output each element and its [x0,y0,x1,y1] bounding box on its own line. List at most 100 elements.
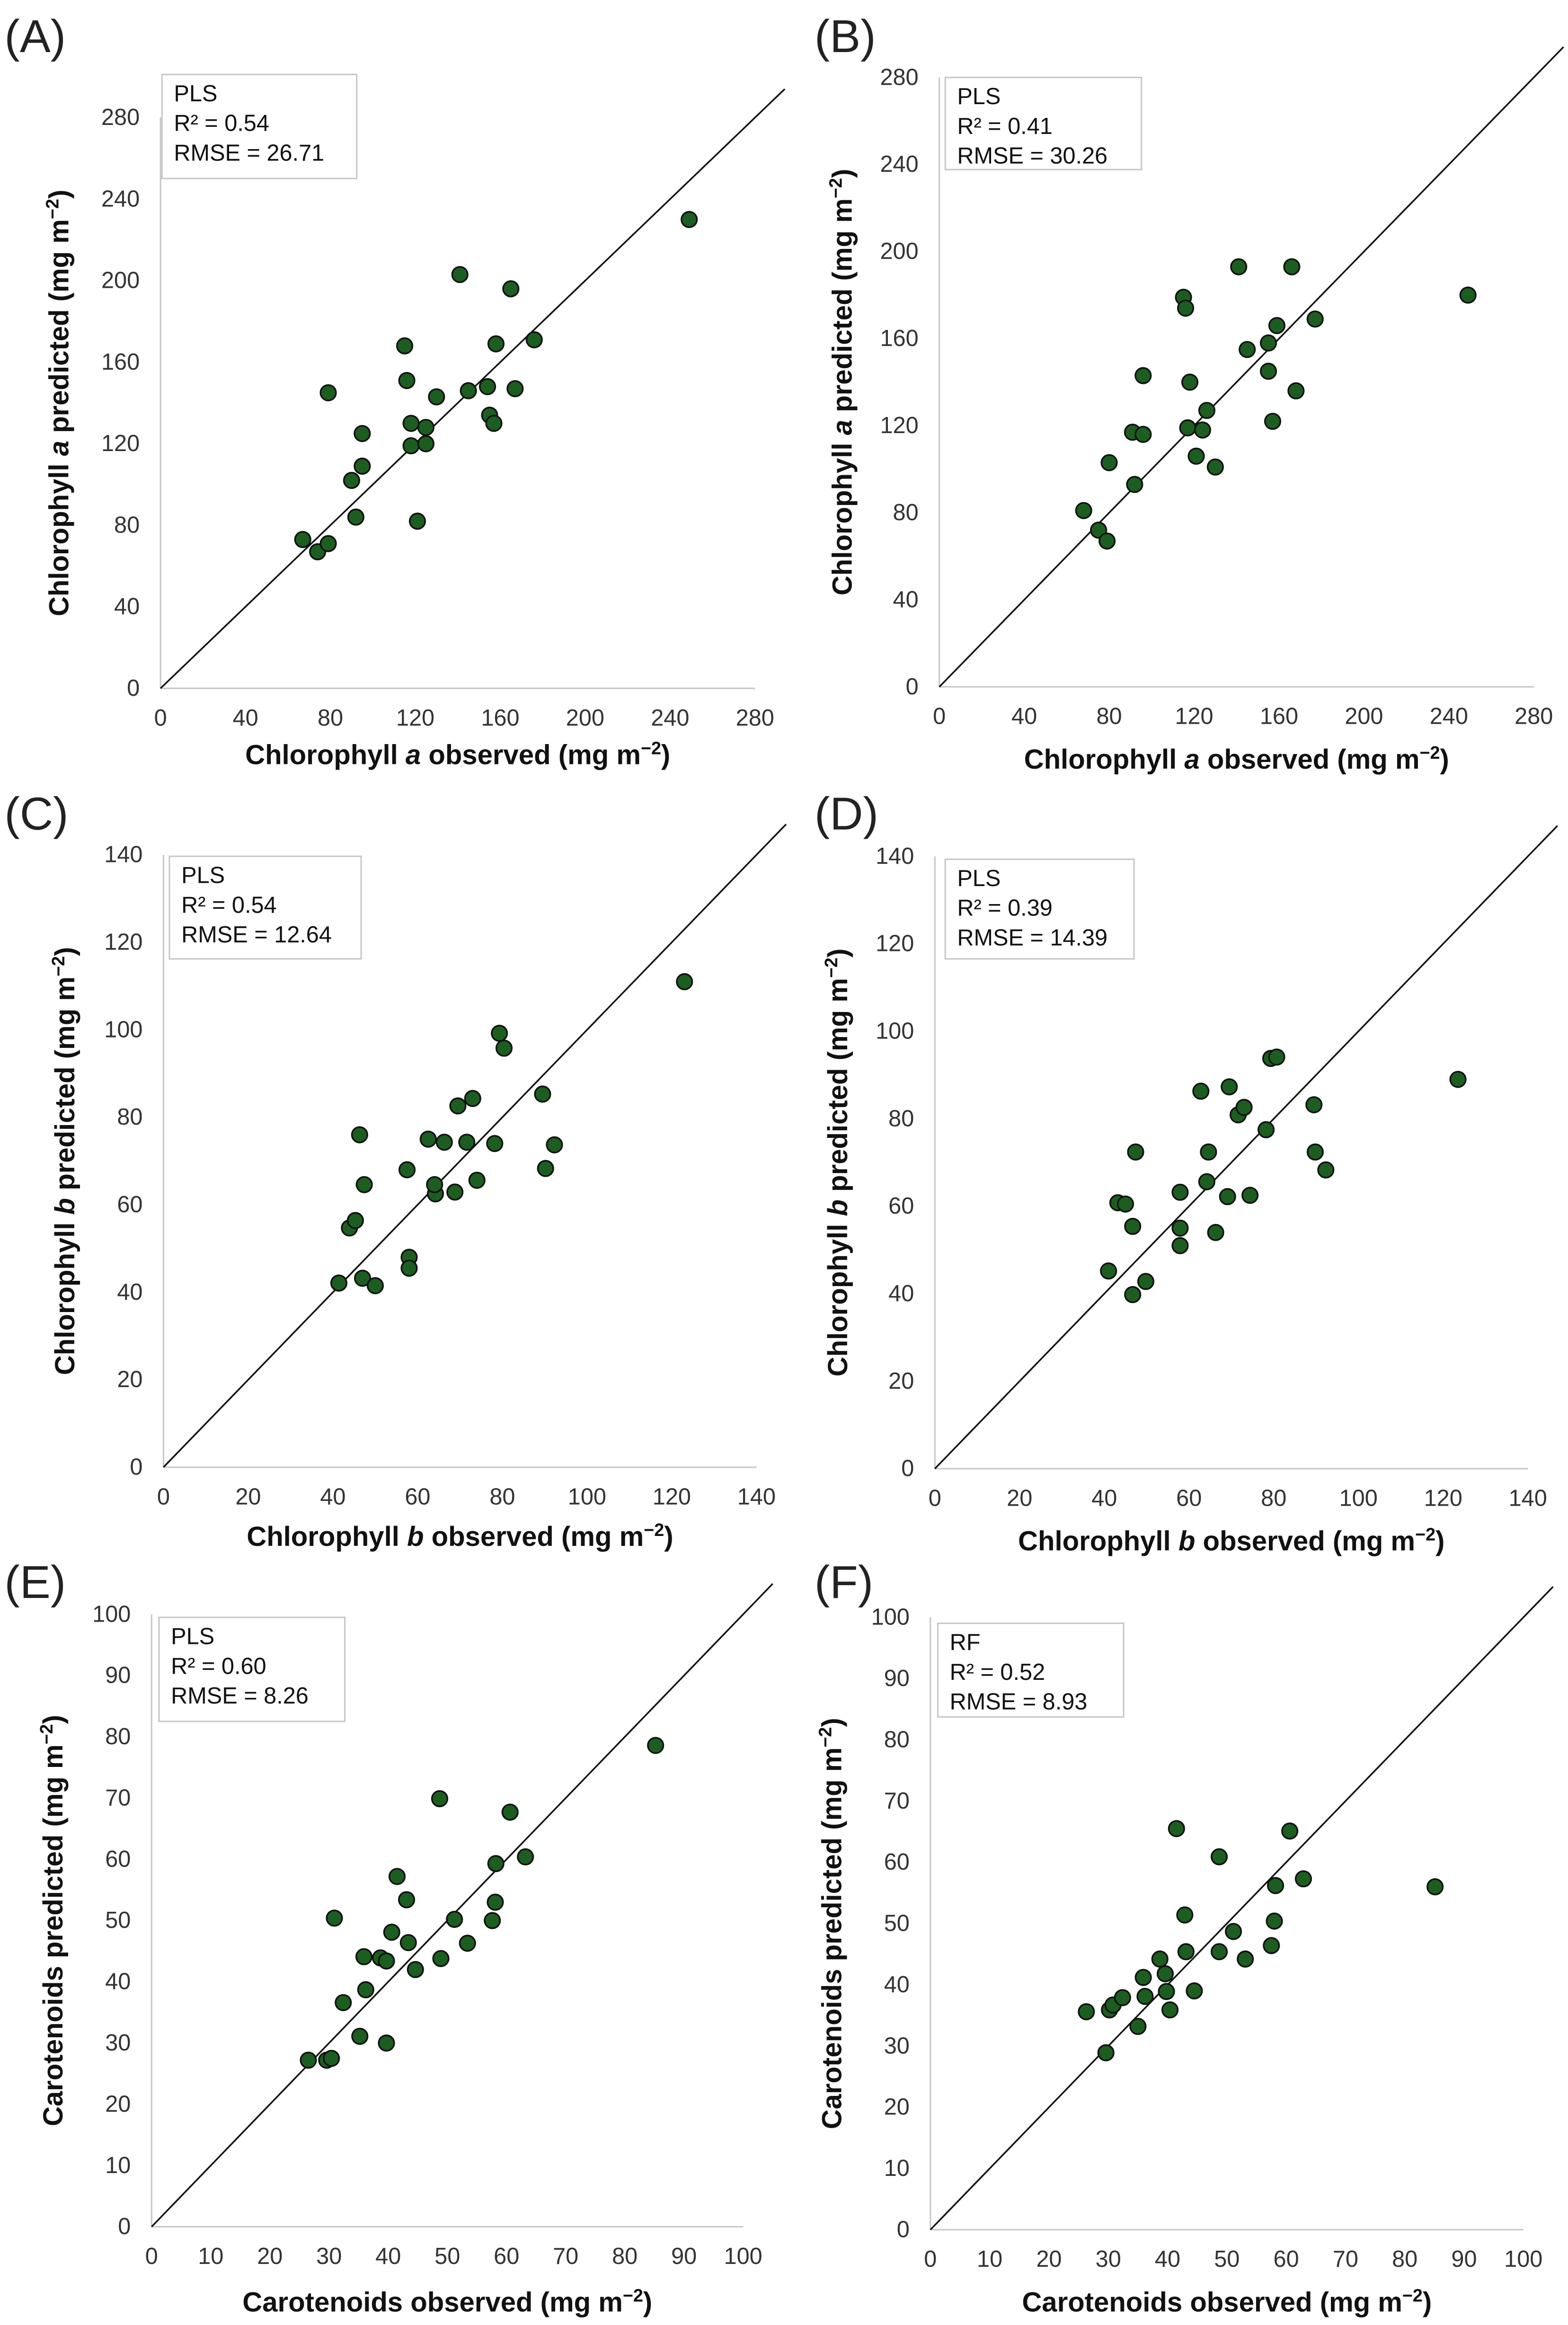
data-point [1308,1144,1323,1160]
data-point [352,1127,367,1143]
scatter-panel-b: (B)0408012016020024028004080120160200240… [815,10,1564,775]
label-superscript: −2 [825,178,845,198]
data-point [1159,1984,1174,1999]
data-point [496,1040,512,1056]
data-point [324,2050,339,2066]
label-italic: b [50,1198,80,1215]
y-tick-label: 20 [105,2091,131,2117]
x-tick-label: 40 [1011,704,1037,729]
data-point [401,1260,417,1276]
data-point [1118,1196,1134,1212]
data-point [486,416,502,431]
data-point [1128,1144,1143,1160]
x-tick-label: 0 [924,2246,937,2272]
stats-model: PLS [174,81,217,106]
data-point [295,532,310,548]
label-text: ) [664,1521,673,1552]
x-tick-label: 100 [1504,2246,1542,2272]
x-tick-label: 0 [933,704,946,729]
data-point [320,385,336,400]
stats-r2: R² = 0.54 [181,892,277,918]
data-point [420,1131,436,1147]
x-tick-label: 0 [157,1484,170,1509]
label-text: Carotenoids predicted (mg m [38,1744,69,2126]
data-point [1172,1185,1188,1200]
data-point [487,1136,503,1152]
data-point [1137,1988,1153,2004]
y-tick-label: 10 [884,2156,910,2181]
x-tick-label: 140 [1509,1485,1547,1511]
data-point [1098,2045,1114,2060]
x-tick-label: 200 [1345,704,1383,729]
x-tick-label: 0 [154,705,167,731]
x-axis-title: Chlorophyll a observed (mg m−2) [245,738,670,770]
label-text: ) [1423,2287,1432,2317]
data-point [1099,533,1115,549]
y-tick-label: 200 [101,268,140,293]
data-point [1135,368,1151,383]
x-tick-label: 80 [1261,1485,1286,1511]
label-italic: a [44,441,74,456]
y-tick-label: 80 [888,1106,914,1131]
x-axis-title: Chlorophyll a observed (mg m−2) [1024,743,1449,775]
stats-model: PLS [171,1624,214,1649]
data-point [1460,287,1476,303]
data-point [352,2029,368,2044]
label-italic: b [407,1521,424,1552]
x-tick-label: 120 [396,705,434,731]
data-point [390,1869,405,1884]
data-point [1178,301,1194,316]
data-point [1127,477,1143,492]
label-superscript: −2 [36,1724,56,1744]
y-tick-label: 60 [884,1849,910,1875]
data-point [418,436,434,452]
x-tick-label: 40 [320,1484,345,1509]
label-text: Carotenoids observed (mg m [1022,2287,1402,2317]
label-text: ) [44,190,74,199]
data-point [459,1135,475,1150]
data-point [452,267,468,283]
data-point [1193,1083,1209,1099]
label-text: ) [816,1718,847,1727]
x-tick-label: 240 [1430,704,1468,729]
x-tick-label: 30 [1096,2246,1121,2272]
stats-rmse: RMSE = 12.64 [181,922,332,948]
data-point [320,536,336,551]
scatter-panel-e: (E)0102030405060708090100010203040506070… [4,1556,772,2317]
data-point [1284,259,1300,275]
x-axis-title: Carotenoids observed (mg m−2) [1022,2285,1432,2317]
y-tick-label: 50 [884,1911,910,1936]
y-tick-label: 40 [888,1281,914,1306]
data-point [1226,1924,1241,1939]
x-tick-label: 200 [566,705,604,731]
data-point [432,1791,448,1807]
data-point [344,473,360,488]
data-point [1261,364,1276,379]
y-tick-label: 80 [105,1724,131,1749]
data-point [1130,2019,1146,2034]
label-superscript: −2 [1419,743,1440,763]
y-tick-label: 30 [105,2030,131,2056]
data-point [480,379,496,395]
y-tick-label: 160 [880,326,919,351]
data-point [1169,1821,1184,1837]
data-point [518,1849,533,1865]
label-superscript: −2 [48,956,68,976]
x-tick-label: 120 [1424,1485,1462,1511]
y-tick-label: 80 [884,1727,910,1752]
x-tick-label: 10 [198,2244,223,2269]
data-point [677,974,692,990]
data-point [460,1935,475,1951]
data-point [1222,1079,1237,1095]
label-text: Chlorophyll [245,739,406,770]
y-tick-label: 20 [888,1368,914,1394]
scatter-panel-d: (D)020406080100120140020406080100120140P… [815,788,1558,1557]
label-text: predicted (mg m [827,198,858,420]
data-point [1265,414,1281,429]
y-axis-title: Carotenoids predicted (mg m−2) [815,1718,847,2129]
data-point [379,1953,394,1969]
data-point [488,1856,504,1872]
data-point [399,373,415,389]
data-point [1288,383,1304,399]
data-point [485,1913,500,1928]
